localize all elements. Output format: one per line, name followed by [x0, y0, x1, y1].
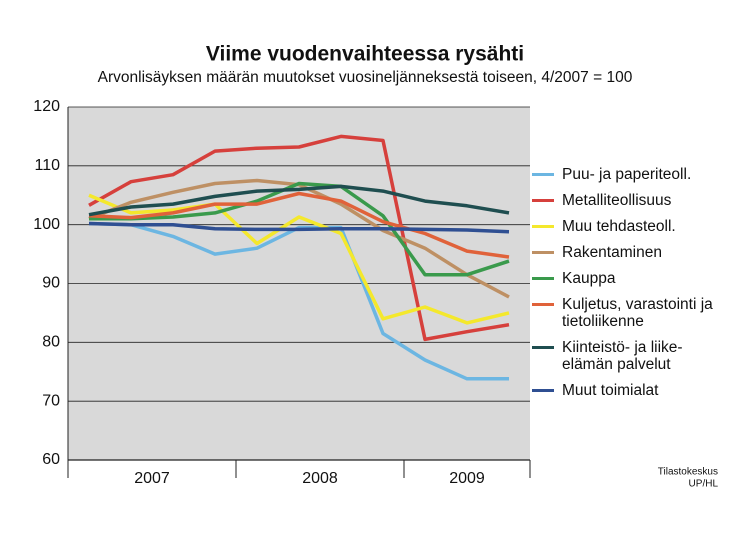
legend-label: Muu tehdasteoll. [562, 218, 676, 235]
legend-label: Metalliteollisuus [562, 192, 672, 209]
y-tick-label: 70 [42, 392, 60, 409]
chart-title: Viime vuodenvaihteessa rysähti [206, 43, 524, 66]
source: UP/HL [689, 479, 719, 490]
y-tick-label: 90 [42, 275, 60, 292]
legend-swatch [532, 303, 554, 306]
series-line [88, 193, 510, 325]
series-line [88, 221, 510, 234]
legend-label: Kauppa [562, 270, 616, 287]
series-line [88, 191, 510, 259]
x-group-label: 2008 [302, 470, 338, 487]
legend-label: Muut toimialat [562, 382, 659, 399]
legend-label: Kiinteistö- ja liike-elämän palvelut [562, 339, 683, 373]
x-group-label: 2007 [134, 470, 170, 487]
legend-item: Puu- ja paperiteoll. [532, 166, 732, 183]
source: Tilastokeskus [658, 467, 718, 478]
series-line [88, 221, 509, 381]
legend-item: Kiinteistö- ja liike-elämän palvelut [532, 339, 732, 373]
legend-item: Rakentaminen [532, 244, 732, 261]
legend-item: Muu tehdasteoll. [532, 218, 732, 235]
legend-swatch [532, 199, 554, 202]
y-tick-label: 120 [33, 98, 60, 115]
legend-item: Kuljetus, varastointi ja tietoliikenne [532, 296, 732, 330]
legend-item: Metalliteollisuus [532, 192, 732, 209]
legend-item: Muut toimialat [532, 382, 732, 399]
legend-item: Kauppa [532, 270, 732, 287]
legend-label: Puu- ja paperiteoll. [562, 166, 692, 183]
legend-swatch [532, 173, 554, 176]
legend-swatch [532, 251, 554, 254]
legend: Puu- ja paperiteoll. Metalliteollisuus Muu… [532, 166, 732, 399]
y-tick-label: 80 [42, 334, 60, 351]
legend-swatch [532, 346, 554, 349]
y-tick-label: 110 [34, 157, 60, 174]
y-tick-label: 100 [33, 216, 60, 233]
legend-swatch [532, 225, 554, 228]
series-line [89, 181, 510, 277]
y-tick-label: 60 [42, 451, 60, 468]
legend-label: Kuljetus, varastointi ja tietoliikenne [562, 296, 713, 330]
series-line [88, 184, 510, 217]
series-line [88, 134, 510, 342]
chart-subtitle: Arvonlisäyksen määrän muutokset vuosinel… [98, 69, 633, 86]
legend-label: Rakentaminen [562, 244, 662, 261]
legend-swatch [532, 389, 554, 392]
x-group-label: 2009 [449, 470, 485, 487]
legend-swatch [532, 277, 554, 280]
